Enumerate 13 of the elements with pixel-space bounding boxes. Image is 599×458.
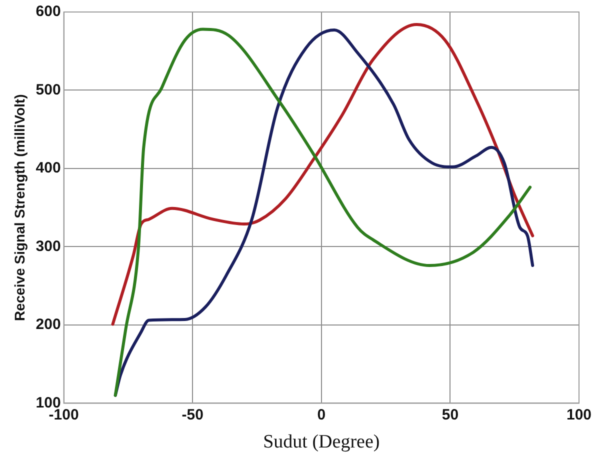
y-tick-label: 200 [36,316,61,334]
y-tick-label: 400 [36,160,61,177]
y-tick-label: 500 [36,81,61,98]
x-axis-title: Sudut (Degree) [263,432,380,453]
x-tick-label: 100 [566,406,592,424]
line-series [111,23,534,326]
x-tick-label: 0 [317,406,326,424]
y-tick-label: 300 [36,238,61,255]
y-axis-title: Receive Signal Strength (milliVolt) [11,94,28,322]
y-tick-label: 600 [36,3,61,20]
x-tick-label: 50 [442,406,459,424]
x-tick-label: -50 [182,406,204,424]
x-tick-label: -100 [48,406,79,424]
